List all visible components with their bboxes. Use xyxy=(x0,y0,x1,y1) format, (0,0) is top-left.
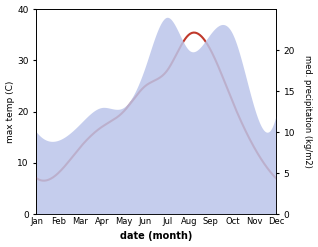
Y-axis label: med. precipitation (kg/m2): med. precipitation (kg/m2) xyxy=(303,55,313,168)
Y-axis label: max temp (C): max temp (C) xyxy=(5,80,15,143)
X-axis label: date (month): date (month) xyxy=(120,231,192,242)
